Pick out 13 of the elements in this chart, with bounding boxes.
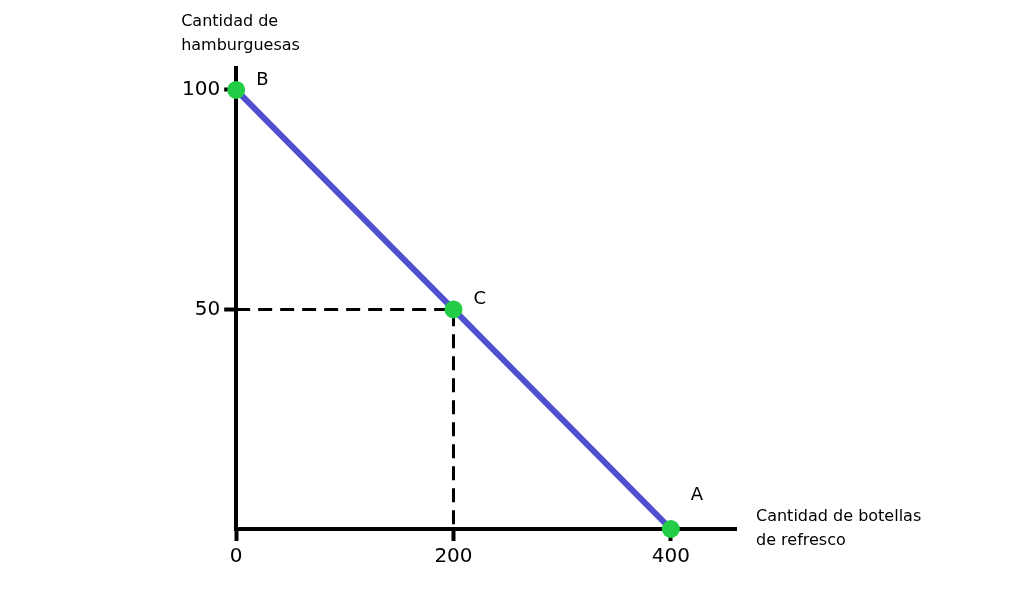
x-axis-title: Cantidad de botellas de refresco <box>756 506 922 550</box>
annotation: B <box>256 67 269 89</box>
point <box>661 520 680 538</box>
x-tick-label: 400 <box>651 543 690 568</box>
y-tick-label: 100 <box>181 76 221 101</box>
y-tick-label: 50 <box>194 295 221 320</box>
annotation: C <box>473 287 487 309</box>
point <box>444 300 463 319</box>
x-tick-label: 200 <box>434 543 473 568</box>
x-tick-label: 0 <box>229 543 243 568</box>
point <box>227 80 246 99</box>
y-axis-title: Cantidad de hamburguesas <box>181 11 300 55</box>
annotation: A <box>690 482 704 504</box>
